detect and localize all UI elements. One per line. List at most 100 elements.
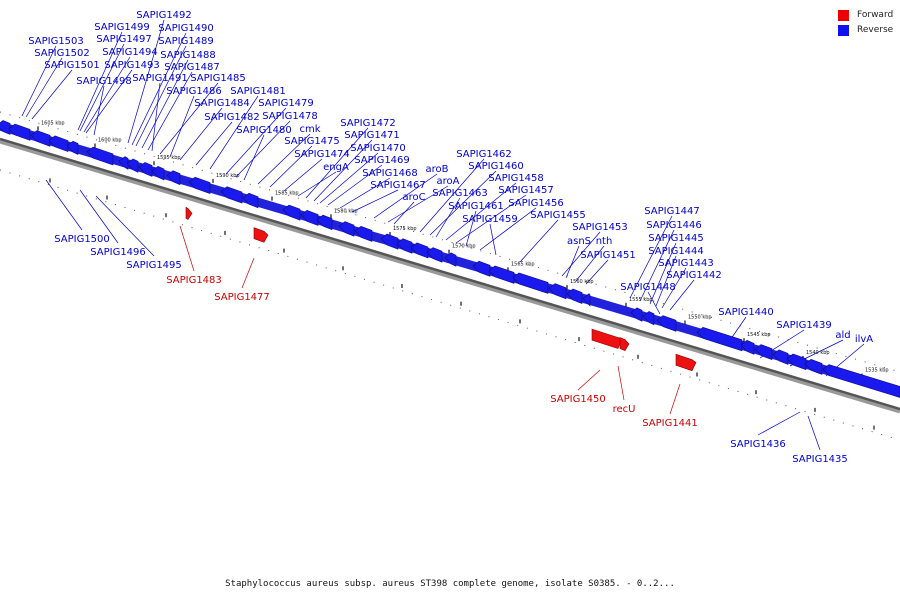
- leader-line: [83, 56, 131, 133]
- gene-label-sapig1496: SAPIG1496: [90, 247, 146, 258]
- leader-line: [45, 179, 83, 231]
- gene-label-sapig1498: SAPIG1498: [76, 76, 132, 87]
- leader-line: [141, 59, 189, 149]
- reverse-gene-feature: [0, 120, 11, 135]
- leader-line: [373, 173, 438, 219]
- reverse-gene-feature: [282, 204, 301, 221]
- forward-gene-feature: [253, 227, 269, 243]
- reverse-gene-feature: [696, 327, 743, 352]
- tick-label: 1565 kbp: [511, 261, 535, 267]
- gene-label-sapig1492: SAPIG1492: [136, 10, 192, 21]
- reverse-gene-feature: [118, 156, 129, 170]
- gene-label-sapig1444: SAPIG1444: [648, 246, 704, 257]
- gene-label-sapig1480: SAPIG1480: [236, 125, 292, 136]
- tick-label: 1600 kbp: [98, 138, 122, 144]
- gene-label-sapig1463: SAPIG1463: [432, 188, 488, 199]
- gene-label-sapig1497: SAPIG1497: [96, 34, 152, 45]
- gene-label-cmk: cmk: [299, 124, 320, 135]
- tick-label: 1605 kbp: [41, 120, 65, 126]
- leader-line: [225, 107, 287, 175]
- label-leader-lines: [21, 19, 865, 451]
- forward-gene-feature: [591, 328, 623, 349]
- reverse-gene-feature: [316, 214, 333, 231]
- leader-line: [195, 121, 233, 166]
- gene-label-sapig1469: SAPIG1469: [354, 155, 410, 166]
- leader-line: [21, 45, 57, 117]
- gene-label-nth: nth: [596, 236, 613, 247]
- gene-labels: SAPIG1503SAPIG1502SAPIG1501SAPIG1499SAPI…: [28, 10, 873, 465]
- gene-label-sapig1495: SAPIG1495: [126, 260, 182, 271]
- gene-label-sapig1501: SAPIG1501: [44, 60, 100, 71]
- leader-line: [393, 201, 415, 225]
- reverse-gene-feature: [804, 358, 823, 375]
- gene-label-sapig1447: SAPIG1447: [644, 206, 700, 217]
- reverse-gene-feature: [642, 311, 655, 326]
- gene-label-sapig1502: SAPIG1502: [34, 48, 90, 59]
- gene-label-sapig1439: SAPIG1439: [776, 320, 832, 331]
- reverse-gene-feature: [786, 353, 807, 371]
- gene-label-sapig1493: SAPIG1493: [104, 60, 160, 71]
- gene-label-sapig1483: SAPIG1483: [166, 275, 222, 286]
- gene-label-sapig1489: SAPIG1489: [158, 36, 214, 47]
- leader-line: [269, 145, 313, 188]
- gene-label-sapig1470: SAPIG1470: [350, 143, 406, 154]
- tick-label: 1535 kbp: [865, 368, 889, 374]
- leader-line: [319, 152, 379, 204]
- tick-label: 1575 kbp: [393, 226, 417, 232]
- tick-label: 1570 kbp: [452, 244, 476, 250]
- leader-line: [243, 134, 265, 181]
- reverse-gene-feature: [822, 364, 900, 398]
- reverse-gene-feature: [380, 233, 399, 250]
- genome-backbone: [0, 137, 900, 411]
- reverse-gene-feature: [188, 176, 211, 194]
- leader-line: [629, 215, 673, 299]
- forward-swatch: [838, 9, 849, 21]
- reverse-gene-feature: [8, 123, 31, 141]
- gene-label-ilva: ilvA: [855, 334, 873, 345]
- genome-caption: Staphylococcus aureus subsp. aureus ST39…: [225, 579, 675, 589]
- gene-label-sapig1435: SAPIG1435: [792, 454, 848, 465]
- forward-gene-feature: [185, 206, 193, 220]
- leader-line: [577, 369, 601, 391]
- reverse-gene-feature: [126, 158, 139, 173]
- leader-line: [649, 242, 677, 305]
- leader-line: [585, 259, 609, 285]
- leader-line: [127, 19, 165, 144]
- legend-forward: Forward: [838, 8, 893, 22]
- tick-label: 1550 kbp: [688, 315, 712, 321]
- gene-label-sapig1461: SAPIG1461: [448, 201, 504, 212]
- reverse-gene-feature: [30, 130, 51, 147]
- gene-label-sapig1453: SAPIG1453: [572, 222, 628, 233]
- reverse-gene-feature: [338, 221, 355, 237]
- gene-label-sapig1456: SAPIG1456: [508, 198, 564, 209]
- leader-line: [617, 365, 625, 401]
- gene-label-asns: asnS: [567, 236, 591, 247]
- reverse-gene-feature: [472, 260, 491, 277]
- reverse-gene-feature: [754, 344, 773, 361]
- gene-label-sapig1450: SAPIG1450: [550, 394, 606, 405]
- leader-line: [455, 194, 527, 244]
- gene-label-aroa: aroA: [437, 176, 460, 187]
- tick-label: 1580 kbp: [334, 208, 358, 214]
- gene-label-sapig1460: SAPIG1460: [468, 161, 524, 172]
- reverse-gene-feature: [300, 210, 319, 226]
- leader-line: [669, 383, 681, 415]
- leader-line: [661, 267, 687, 309]
- gene-label-sapig1443: SAPIG1443: [658, 258, 714, 269]
- leader-line: [77, 31, 123, 131]
- leader-line: [179, 225, 195, 272]
- legend: Forward Reverse: [838, 8, 893, 38]
- reverse-gene-feature: [512, 272, 549, 294]
- leader-line: [179, 107, 223, 161]
- leader-line: [25, 57, 63, 118]
- leader-line: [435, 197, 461, 238]
- gene-label-ald: ald: [835, 330, 850, 341]
- gene-label-sapig1471: SAPIG1471: [344, 130, 400, 141]
- gene-label-sapig1481: SAPIG1481: [230, 86, 286, 97]
- leader-line: [445, 182, 517, 241]
- reverse-gene-feature: [66, 140, 79, 156]
- gene-label-sapig1487: SAPIG1487: [164, 62, 220, 73]
- reverse-gene-feature: [582, 293, 591, 307]
- reverse-gene-feature: [630, 307, 643, 322]
